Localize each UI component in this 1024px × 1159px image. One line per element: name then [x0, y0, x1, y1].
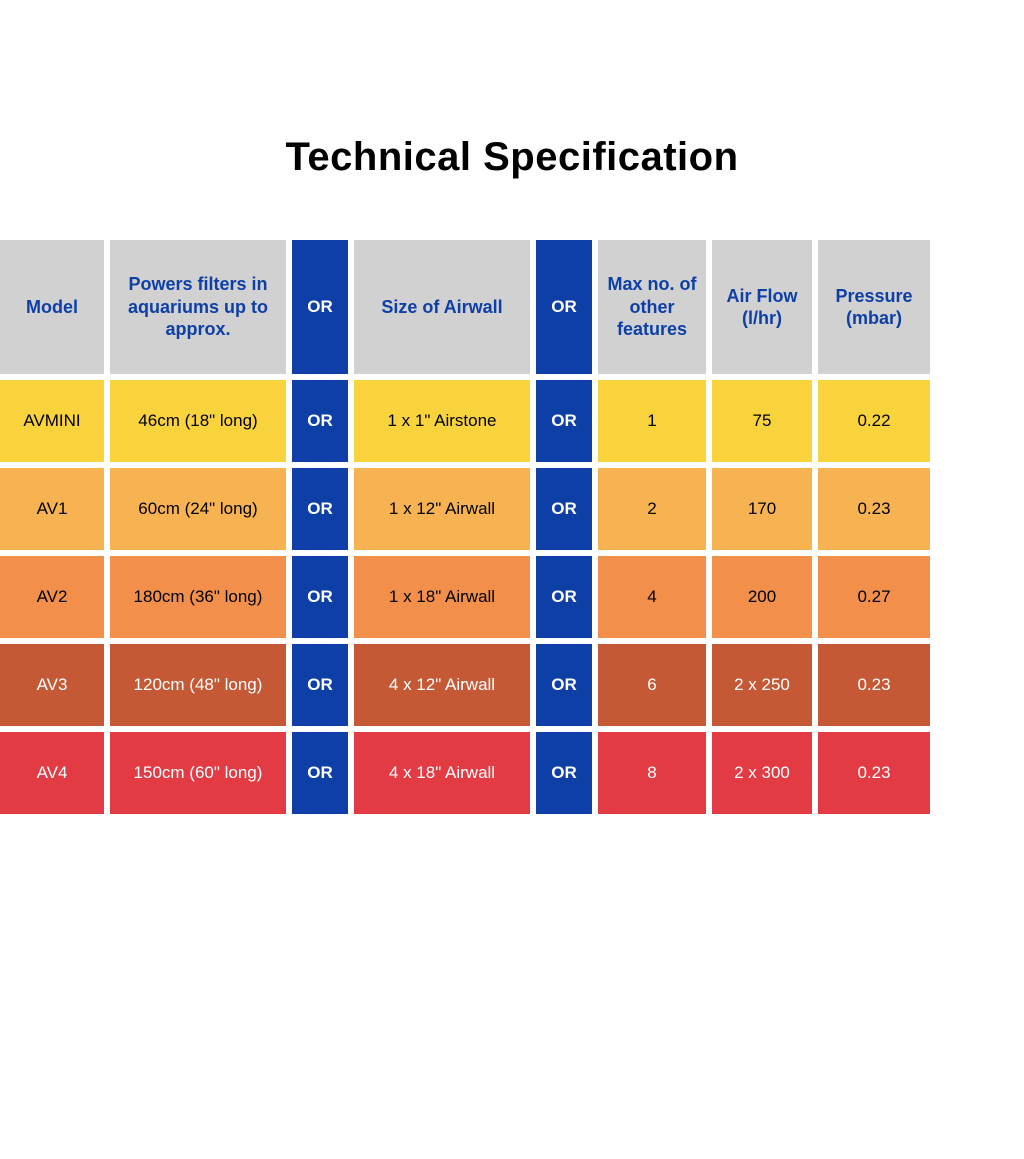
cell-press: 0.23	[818, 732, 930, 814]
cell-maxno: 4	[598, 556, 706, 638]
cell-airwall: 1 x 12" Airwall	[354, 468, 530, 550]
header-airflow: Air Flow (l/hr)	[712, 240, 812, 374]
cell-model: AV4	[0, 732, 104, 814]
header-maxno: Max no. of other features	[598, 240, 706, 374]
page-title: Technical Specification	[0, 135, 1024, 180]
cell-airwall: 4 x 12" Airwall	[354, 644, 530, 726]
table-row: AVMINI46cm (18" long)OR1 x 1" AirstoneOR…	[0, 380, 1024, 468]
cell-airflow: 170	[712, 468, 812, 550]
cell-airflow: 200	[712, 556, 812, 638]
cell-model: AV3	[0, 644, 104, 726]
cell-maxno: 6	[598, 644, 706, 726]
table-row: AV4150cm (60" long)OR4 x 18" AirwallOR82…	[0, 732, 1024, 820]
cell-or2: OR	[536, 380, 592, 462]
cell-powers: 150cm (60" long)	[110, 732, 286, 814]
header-powers: Powers filters in aquariums up to approx…	[110, 240, 286, 374]
cell-maxno: 8	[598, 732, 706, 814]
header-model: Model	[0, 240, 104, 374]
cell-airflow: 75	[712, 380, 812, 462]
header-press: Pressure (mbar)	[818, 240, 930, 374]
cell-airflow: 2 x 300	[712, 732, 812, 814]
cell-press: 0.23	[818, 468, 930, 550]
cell-airwall: 4 x 18" Airwall	[354, 732, 530, 814]
cell-or2: OR	[536, 732, 592, 814]
cell-airwall: 1 x 1" Airstone	[354, 380, 530, 462]
table-header-row: ModelPowers filters in aquariums up to a…	[0, 240, 1024, 380]
cell-or1: OR	[292, 468, 348, 550]
cell-or1: OR	[292, 556, 348, 638]
cell-maxno: 2	[598, 468, 706, 550]
cell-powers: 60cm (24" long)	[110, 468, 286, 550]
cell-model: AV2	[0, 556, 104, 638]
spec-table: ModelPowers filters in aquariums up to a…	[0, 240, 1024, 820]
cell-airflow: 2 x 250	[712, 644, 812, 726]
cell-model: AV1	[0, 468, 104, 550]
cell-press: 0.27	[818, 556, 930, 638]
cell-or1: OR	[292, 644, 348, 726]
cell-or1: OR	[292, 380, 348, 462]
cell-or1: OR	[292, 732, 348, 814]
cell-or2: OR	[536, 644, 592, 726]
cell-press: 0.22	[818, 380, 930, 462]
cell-powers: 120cm (48" long)	[110, 644, 286, 726]
table-row: AV3120cm (48" long)OR4 x 12" AirwallOR62…	[0, 644, 1024, 732]
cell-maxno: 1	[598, 380, 706, 462]
header-airwall: Size of Airwall	[354, 240, 530, 374]
cell-or2: OR	[536, 468, 592, 550]
table-row: AV160cm (24" long)OR1 x 12" AirwallOR217…	[0, 468, 1024, 556]
table-row: AV2180cm (36" long)OR1 x 18" AirwallOR42…	[0, 556, 1024, 644]
cell-powers: 46cm (18" long)	[110, 380, 286, 462]
cell-model: AVMINI	[0, 380, 104, 462]
cell-press: 0.23	[818, 644, 930, 726]
cell-airwall: 1 x 18" Airwall	[354, 556, 530, 638]
cell-powers: 180cm (36" long)	[110, 556, 286, 638]
cell-or2: OR	[536, 556, 592, 638]
header-or1: OR	[292, 240, 348, 374]
header-or2: OR	[536, 240, 592, 374]
